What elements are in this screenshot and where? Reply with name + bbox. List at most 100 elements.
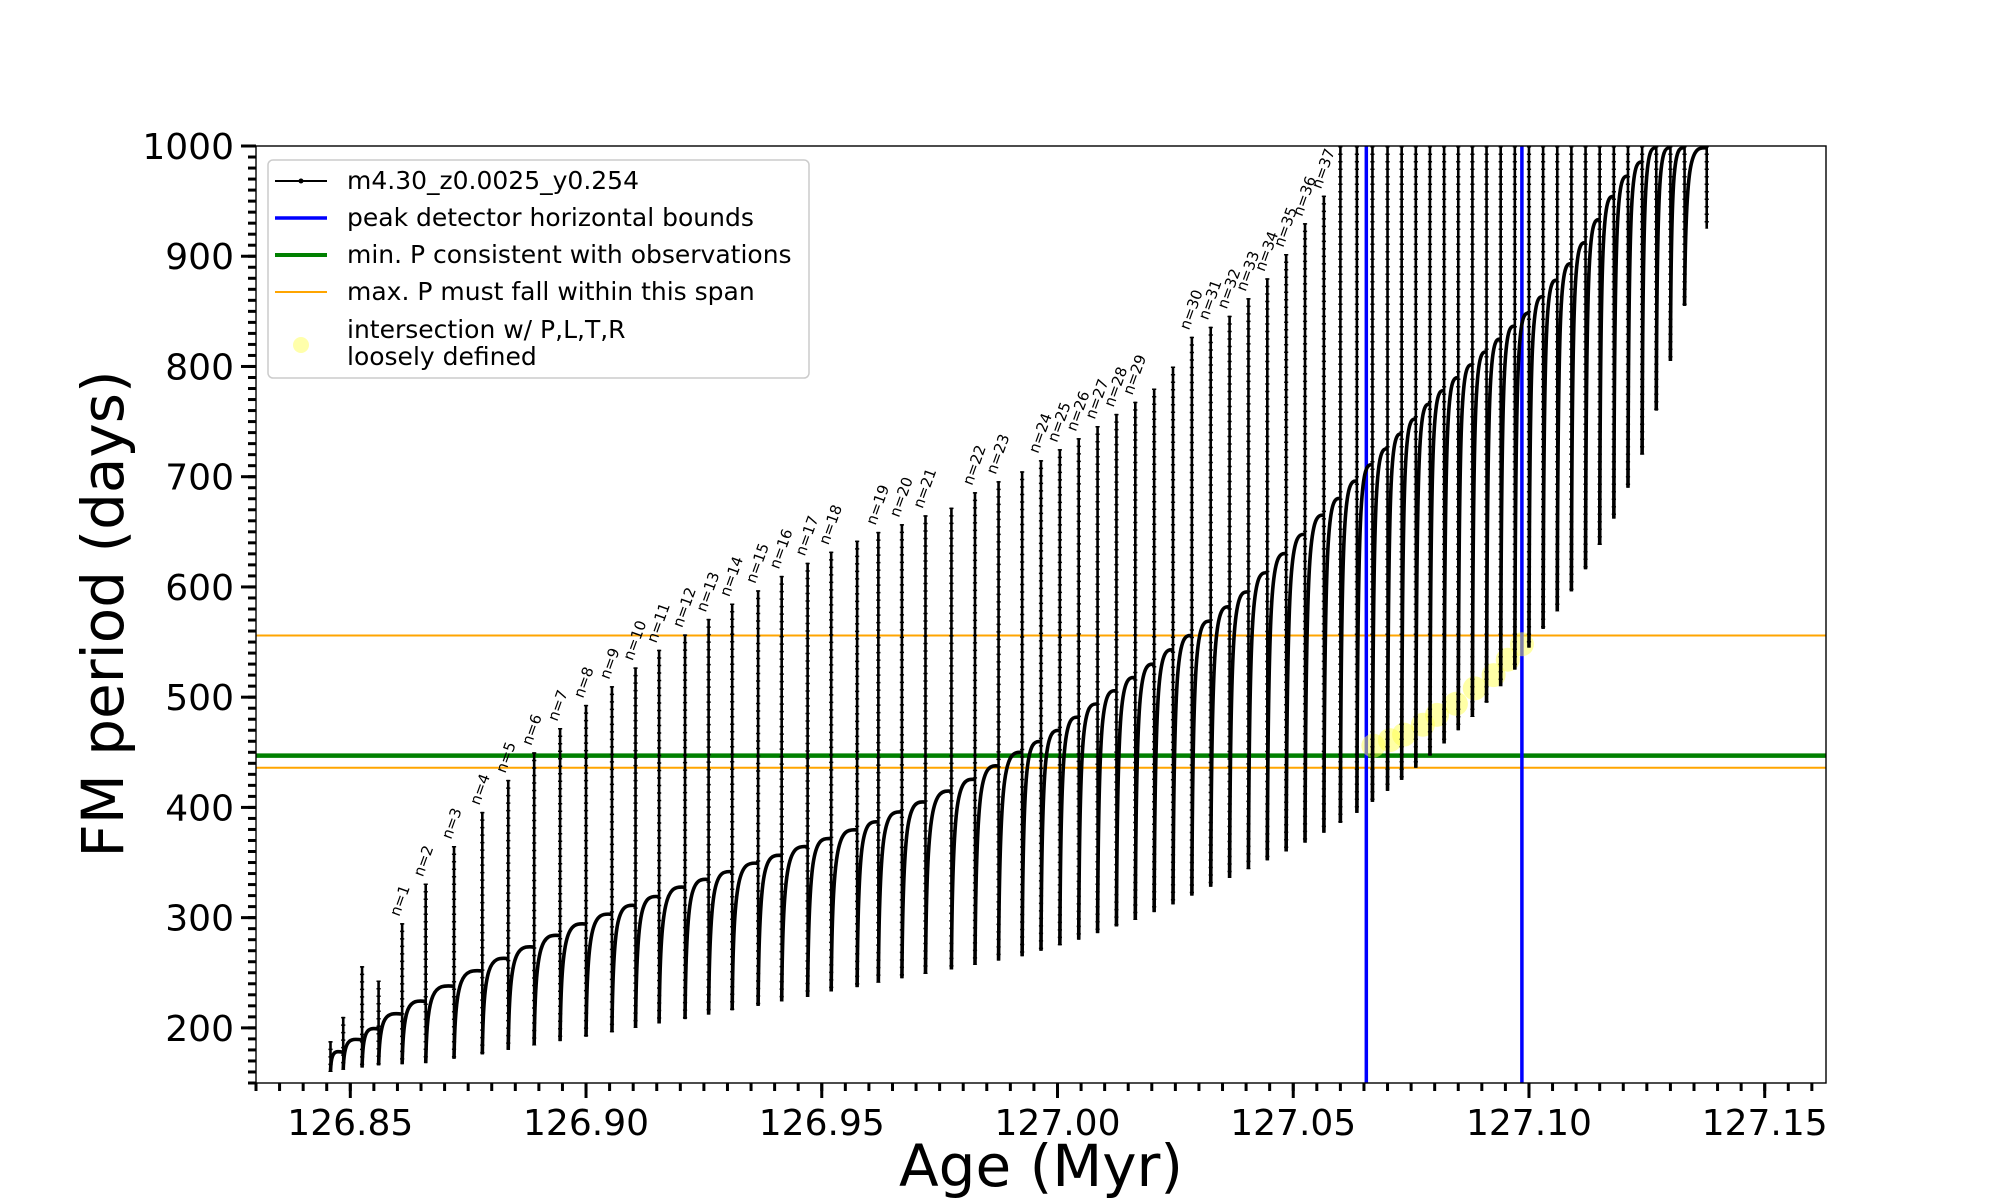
pulse-recovery-33 <box>1076 702 1098 940</box>
y-tick-label-2: 400 <box>165 788 234 829</box>
pulse-recovery-25 <box>900 800 926 979</box>
legend-label-min-p: min. P consistent with observations <box>347 240 792 269</box>
pulse-recovery-12 <box>584 912 613 1037</box>
y-tick-label-0: 200 <box>165 1009 234 1050</box>
pulse-recovery-48 <box>1355 462 1373 813</box>
x-tick-label-1: 126.90 <box>523 1103 649 1144</box>
pulse-recovery-35 <box>1114 675 1136 927</box>
pulse-recovery-54 <box>1442 375 1459 744</box>
pulse-recovery-21 <box>805 836 832 998</box>
pulse-recovery-49 <box>1370 447 1388 802</box>
pulse-recovery-20 <box>779 844 808 1002</box>
y-tick-label-1: 300 <box>165 899 234 940</box>
pulse-recovery-44 <box>1284 532 1306 852</box>
pulse-recovery-11 <box>558 921 587 1042</box>
pulse-recovery-71 <box>1682 145 1707 306</box>
x-tick-label-6: 127.15 <box>1702 1103 1828 1144</box>
y-tick-label-7: 900 <box>165 237 234 278</box>
pulse-recovery-23 <box>855 819 879 988</box>
pulse-recovery-24 <box>876 810 903 983</box>
pulse-recovery-67 <box>1626 160 1643 488</box>
pulse-recovery-63 <box>1569 240 1586 592</box>
pulse-recovery-1 <box>328 1049 344 1073</box>
pulse-recovery-41 <box>1227 590 1249 878</box>
pulse-recovery-37 <box>1152 648 1174 913</box>
pulse-recovery-45 <box>1303 513 1325 843</box>
y-tick-label-8: 1000 <box>142 127 234 168</box>
pulse-recovery-3 <box>360 1026 379 1068</box>
pulse-recovery-60 <box>1527 294 1544 648</box>
pulse-recovery-43 <box>1265 551 1287 861</box>
x-tick-label-0: 126.85 <box>287 1103 413 1144</box>
y-tick-label-3: 500 <box>165 678 234 719</box>
pulse-recovery-62 <box>1555 261 1572 612</box>
pulse-recovery-70 <box>1668 146 1685 361</box>
pulse-recovery-55 <box>1456 363 1473 731</box>
pulse-recovery-34 <box>1095 688 1117 934</box>
x-axis-ticks: 126.85 126.90 126.95 127.00 127.05 127.10 127.… <box>254 1083 1828 1144</box>
pulse-recovery-10 <box>532 933 561 1046</box>
intersection-point-2 <box>1392 722 1417 747</box>
pulse-recovery-52 <box>1414 402 1431 768</box>
x-axis-title: Age (Myr) <box>899 1132 1183 1200</box>
legend-swatch-intersection <box>293 337 309 353</box>
legend: m4.30_z0.0025_y0.254 peak detector horiz… <box>267 159 810 379</box>
pulse-recovery-6 <box>423 984 455 1064</box>
pulse-recovery-17 <box>706 869 733 1015</box>
pulse-recovery-7 <box>452 968 483 1059</box>
pulse-recovery-38 <box>1171 633 1193 905</box>
pulse-recovery-66 <box>1612 174 1629 519</box>
legend-box <box>267 159 810 379</box>
y-axis-title: FM period (days) <box>69 370 137 857</box>
pulse-recovery-47 <box>1338 479 1358 823</box>
pulse-recovery-29 <box>996 750 1023 961</box>
pulse-recovery-9 <box>506 945 535 1050</box>
pulse-recovery-51 <box>1399 417 1417 780</box>
pulse-recovery-59 <box>1513 311 1530 670</box>
pulse-recovery-69 <box>1654 146 1671 411</box>
pulse-recovery-2 <box>341 1037 363 1070</box>
x-tick-label-3: 127.00 <box>995 1103 1121 1144</box>
pulse-recovery-28 <box>973 764 999 966</box>
pulse-recovery-46 <box>1322 496 1341 833</box>
y-tick-label-4: 600 <box>165 568 234 609</box>
pulse-recovery-57 <box>1484 337 1502 703</box>
pulse-recovery-13 <box>610 903 636 1033</box>
pulse-recovery-50 <box>1385 432 1403 791</box>
pulse-recovery-8 <box>480 956 509 1055</box>
x-tick-label-2: 126.95 <box>759 1103 885 1144</box>
pulse-recovery-19 <box>756 853 782 1006</box>
pulse-recovery-42 <box>1246 570 1268 870</box>
plot-frame <box>255 145 1827 1084</box>
pulse-recovery-26 <box>923 789 952 974</box>
pulse-recovery-61 <box>1541 278 1558 629</box>
pulse-recovery-30 <box>1020 739 1042 957</box>
pulse-recovery-53 <box>1428 388 1445 756</box>
pulse-recovery-36 <box>1133 662 1155 920</box>
pulse-recovery-4 <box>376 1011 403 1066</box>
pulse-recovery-16 <box>683 877 709 1020</box>
pulse-recovery-5 <box>400 999 426 1065</box>
pulse-recovery-32 <box>1058 715 1079 946</box>
legend-label-intersection-line2: loosely defined <box>347 342 537 371</box>
pulse-recovery-64 <box>1583 217 1601 570</box>
period-track <box>328 145 1709 1073</box>
legend-label-intersection: intersection w/ P,L,T,R <box>347 315 626 344</box>
pulse-recovery-56 <box>1470 350 1487 718</box>
legend-label-peak-bounds: peak detector horizontal bounds <box>347 203 754 232</box>
pulse-recovery-68 <box>1640 146 1657 455</box>
pulse-recovery-39 <box>1190 619 1211 896</box>
pulse-recovery-18 <box>730 861 759 1011</box>
pulse-recovery-31 <box>1039 728 1061 951</box>
y-tick-label-6: 800 <box>165 347 234 388</box>
intersection-point-6 <box>1462 676 1487 701</box>
x-tick-label-5: 127.10 <box>1466 1103 1592 1144</box>
x-tick-label-4: 127.05 <box>1230 1103 1356 1144</box>
intersection-point-5 <box>1443 691 1468 716</box>
pulse-recovery-40 <box>1208 605 1230 887</box>
pulse-recovery-15 <box>657 885 686 1024</box>
pulse-recovery-27 <box>949 777 976 970</box>
legend-label-track: m4.30_z0.0025_y0.254 <box>347 166 639 195</box>
